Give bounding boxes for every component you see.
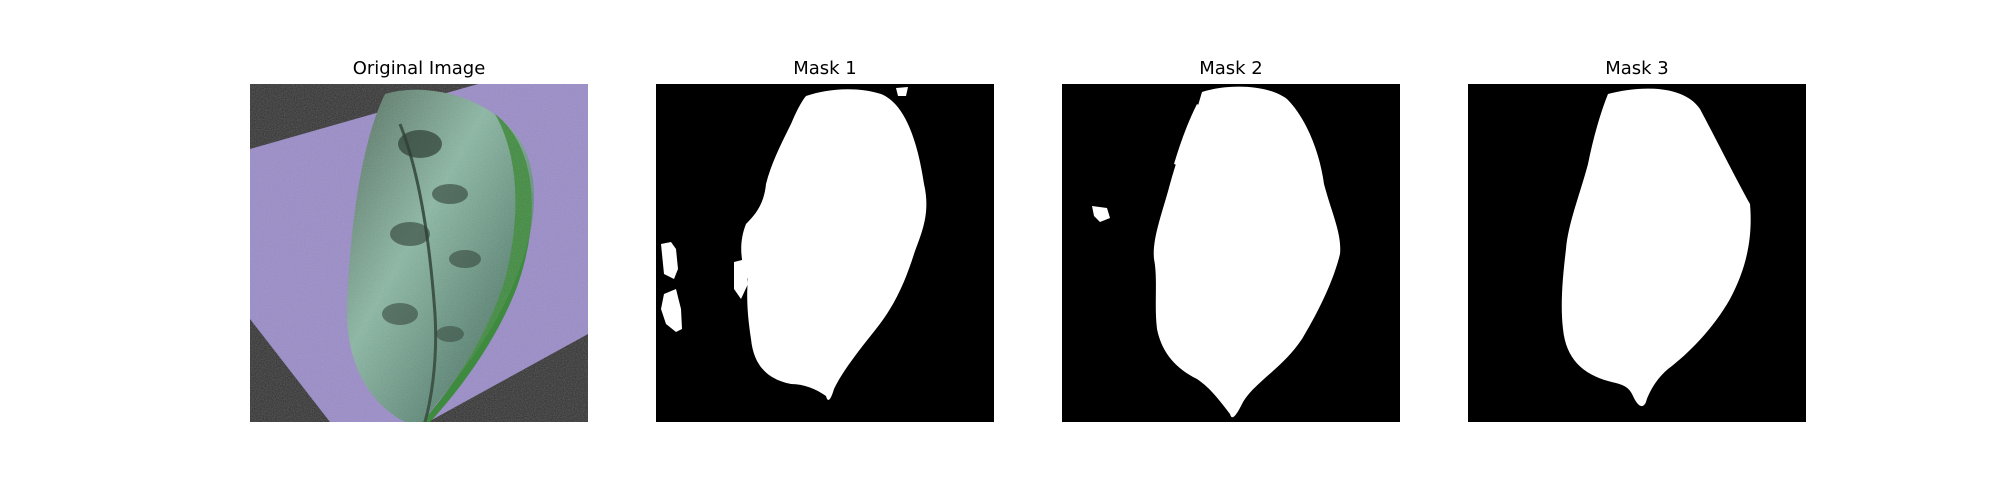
mask-2-panel: Mask 2 bbox=[1062, 0, 1400, 500]
mask-1-region-small-4 bbox=[896, 87, 908, 96]
mask-3-region-main bbox=[1561, 88, 1751, 407]
mask-3-panel: Mask 3 bbox=[1468, 0, 1806, 500]
mask-2-image bbox=[1062, 84, 1400, 422]
mask-1-region-small-3 bbox=[734, 259, 748, 299]
panel-title-mask-1: Mask 1 bbox=[793, 58, 857, 79]
mask-3-image bbox=[1468, 84, 1806, 422]
mask-1-region-main bbox=[741, 89, 927, 400]
original-image-panel: Original Image bbox=[250, 0, 588, 500]
panel-title-original-image: Original Image bbox=[352, 58, 486, 79]
original-image-graphic bbox=[250, 84, 588, 422]
mask-3-graphic bbox=[1468, 84, 1806, 422]
mask-2-region-noise-edge bbox=[1174, 104, 1200, 166]
mask-1-region-small-1 bbox=[661, 242, 678, 279]
mask-1-panel: Mask 1 bbox=[656, 0, 994, 500]
mask-1-graphic bbox=[656, 84, 994, 422]
original-image bbox=[250, 84, 588, 422]
mask-2-graphic bbox=[1062, 84, 1400, 422]
mask-2-region-small-1 bbox=[1092, 206, 1110, 222]
mask-1-region-small-2 bbox=[661, 289, 682, 332]
panel-title-mask-3: Mask 3 bbox=[1605, 58, 1669, 79]
mask-2-region-main bbox=[1153, 86, 1341, 418]
panel-title-mask-2: Mask 2 bbox=[1199, 58, 1263, 79]
mask-1-image bbox=[656, 84, 994, 422]
leaf-vein bbox=[398, 123, 438, 422]
